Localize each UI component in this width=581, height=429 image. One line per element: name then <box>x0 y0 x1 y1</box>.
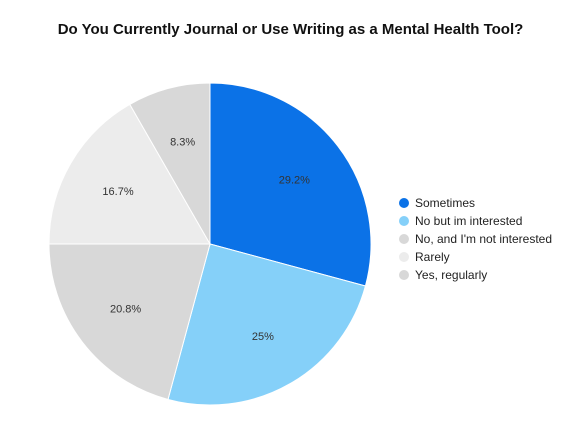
legend-item: Yes, regularly <box>399 266 552 284</box>
legend-label: Rarely <box>415 250 450 264</box>
legend-swatch <box>399 216 409 226</box>
legend-item: Rarely <box>399 248 552 266</box>
legend-label: No but im interested <box>415 214 523 228</box>
legend-label: Yes, regularly <box>415 268 488 282</box>
legend-swatch <box>399 234 409 244</box>
pie-slice <box>48 243 211 401</box>
pie-slice <box>48 103 211 245</box>
legend-item: No, and I'm not interested <box>399 230 552 248</box>
slice-label: 29.2% <box>279 174 310 186</box>
pie-slice <box>167 243 367 406</box>
slice-label: 16.7% <box>102 186 133 198</box>
legend-swatch <box>399 270 409 280</box>
chart-title: Do You Currently Journal or Use Writing … <box>57 21 524 38</box>
pie-slice <box>129 82 211 246</box>
slice-label: 8.3% <box>170 136 195 148</box>
legend-label: No, and I'm not interested <box>415 232 553 246</box>
legend-item: No but im interested <box>399 212 552 230</box>
pie-slice <box>209 82 372 287</box>
legend-item: Sometimes <box>399 194 552 212</box>
legend-label: Sometimes <box>415 196 476 210</box>
legend-swatch <box>399 252 409 262</box>
legend-swatch <box>399 198 409 208</box>
legend: Sometimes No but im interested No, and I'm… <box>399 194 552 284</box>
slice-label: 25% <box>252 331 274 343</box>
slice-label: 20.8% <box>110 304 141 316</box>
